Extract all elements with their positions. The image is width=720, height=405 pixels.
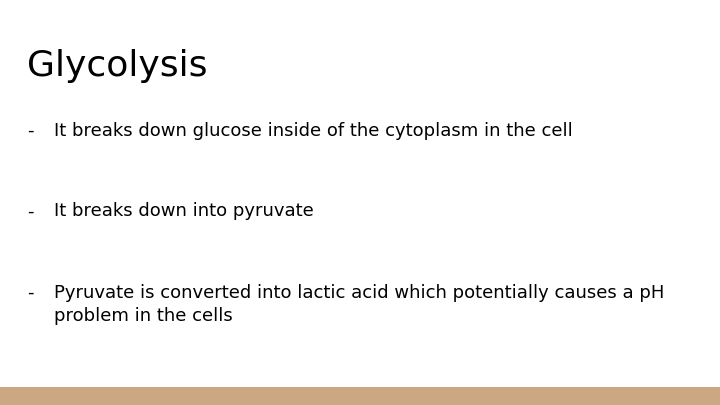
- Text: -: -: [27, 122, 34, 139]
- Text: Glycolysis: Glycolysis: [27, 49, 208, 83]
- Text: Pyruvate is converted into lactic acid which potentially causes a pH
problem in : Pyruvate is converted into lactic acid w…: [54, 284, 665, 325]
- Text: It breaks down glucose inside of the cytoplasm in the cell: It breaks down glucose inside of the cyt…: [54, 122, 572, 139]
- FancyBboxPatch shape: [0, 387, 720, 405]
- Text: -: -: [27, 202, 34, 220]
- Text: It breaks down into pyruvate: It breaks down into pyruvate: [54, 202, 314, 220]
- Text: -: -: [27, 284, 34, 301]
